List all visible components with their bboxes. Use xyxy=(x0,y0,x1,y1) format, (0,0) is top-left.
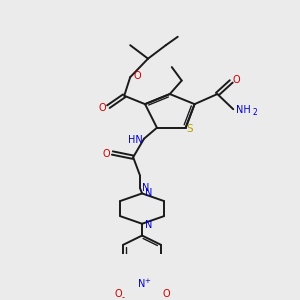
Text: -: - xyxy=(122,293,125,300)
Text: HN: HN xyxy=(128,134,142,145)
Text: O: O xyxy=(99,103,106,112)
Text: O: O xyxy=(162,289,170,299)
Text: N: N xyxy=(138,279,146,290)
Text: O: O xyxy=(133,71,141,81)
Text: N: N xyxy=(145,220,153,230)
Text: O: O xyxy=(103,149,110,159)
Text: O: O xyxy=(232,75,240,85)
Text: 2: 2 xyxy=(253,108,257,117)
Text: +: + xyxy=(144,278,150,284)
Text: N: N xyxy=(142,182,150,193)
Text: NH: NH xyxy=(236,105,250,115)
Text: O: O xyxy=(115,289,122,299)
Text: N: N xyxy=(145,188,153,198)
Text: S: S xyxy=(186,124,193,134)
